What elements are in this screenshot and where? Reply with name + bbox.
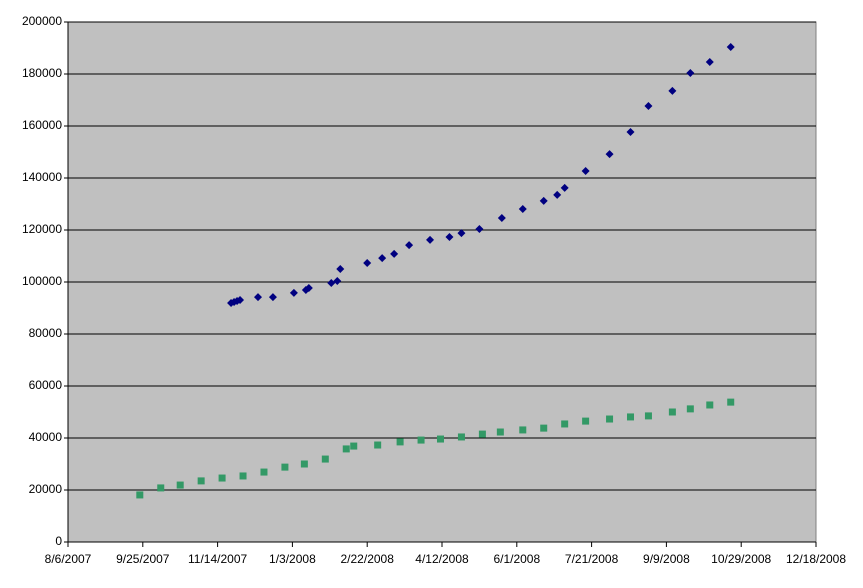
y-tick-label: 180000 bbox=[22, 66, 62, 80]
point bbox=[253, 293, 262, 302]
point bbox=[626, 413, 634, 421]
point bbox=[300, 460, 308, 468]
point bbox=[157, 484, 165, 492]
point bbox=[289, 288, 298, 297]
y-tick-label: 160000 bbox=[22, 118, 62, 132]
y-tick-label: 100000 bbox=[22, 274, 62, 288]
point bbox=[497, 214, 506, 223]
point bbox=[705, 58, 714, 67]
point bbox=[644, 412, 652, 420]
x-tick-label: 8/6/2007 bbox=[45, 552, 92, 566]
point bbox=[457, 433, 465, 441]
y-tick-label: 200000 bbox=[22, 14, 62, 28]
point bbox=[478, 430, 486, 438]
point bbox=[606, 415, 614, 423]
point bbox=[560, 183, 569, 192]
point bbox=[582, 417, 590, 425]
point bbox=[176, 481, 184, 489]
point bbox=[727, 398, 735, 406]
y-tick-label: 0 bbox=[55, 534, 62, 548]
x-tick-label: 9/9/2008 bbox=[643, 552, 690, 566]
y-tick-label: 140000 bbox=[22, 170, 62, 184]
point bbox=[281, 463, 289, 471]
point bbox=[426, 235, 435, 244]
point bbox=[561, 420, 569, 428]
y-tick-label: 120000 bbox=[22, 222, 62, 236]
point bbox=[686, 68, 695, 77]
point bbox=[218, 474, 226, 482]
point bbox=[496, 428, 504, 436]
x-tick-label: 10/29/2008 bbox=[711, 552, 771, 566]
point bbox=[333, 276, 342, 285]
point bbox=[350, 442, 358, 450]
point bbox=[396, 438, 404, 446]
point bbox=[726, 42, 735, 51]
point bbox=[336, 265, 345, 273]
y-tick-label: 20000 bbox=[29, 482, 63, 496]
point bbox=[605, 150, 614, 159]
point bbox=[321, 455, 329, 463]
point bbox=[553, 190, 562, 199]
point bbox=[445, 233, 454, 242]
point bbox=[706, 401, 714, 409]
point bbox=[668, 408, 676, 416]
point bbox=[236, 295, 245, 304]
x-tick-label: 4/12/2008 bbox=[415, 552, 469, 566]
point bbox=[136, 491, 144, 499]
x-tick-label: 12/18/2008 bbox=[786, 552, 846, 566]
y-tick-label: 60000 bbox=[29, 378, 63, 392]
point bbox=[342, 445, 350, 453]
point bbox=[686, 405, 694, 413]
point bbox=[540, 424, 548, 432]
point bbox=[405, 241, 414, 250]
point bbox=[626, 127, 635, 136]
point bbox=[457, 229, 466, 238]
x-tick-label: 11/14/2007 bbox=[188, 552, 247, 566]
point bbox=[197, 477, 205, 485]
point bbox=[518, 204, 527, 213]
y-tick-label: 80000 bbox=[29, 326, 63, 340]
y-tick-label: 40000 bbox=[29, 430, 63, 444]
point bbox=[417, 436, 425, 444]
x-tick-label: 2/22/2008 bbox=[341, 552, 395, 566]
point bbox=[519, 426, 527, 434]
point bbox=[668, 86, 677, 95]
x-tick-label: 9/25/2007 bbox=[116, 552, 170, 566]
x-tick-label: 1/3/2008 bbox=[269, 552, 316, 566]
point bbox=[581, 166, 590, 175]
point bbox=[374, 441, 382, 449]
x-tick-label: 6/1/2008 bbox=[493, 552, 540, 566]
point bbox=[539, 196, 548, 205]
point bbox=[378, 254, 387, 263]
point bbox=[304, 283, 313, 292]
point bbox=[363, 259, 372, 268]
point bbox=[475, 224, 484, 233]
point bbox=[260, 468, 268, 476]
x-tick-label: 7/21/2008 bbox=[565, 552, 619, 566]
point bbox=[268, 293, 277, 302]
point bbox=[239, 472, 247, 480]
point bbox=[644, 101, 653, 110]
point bbox=[327, 279, 336, 288]
point bbox=[437, 435, 445, 443]
point bbox=[390, 249, 399, 258]
